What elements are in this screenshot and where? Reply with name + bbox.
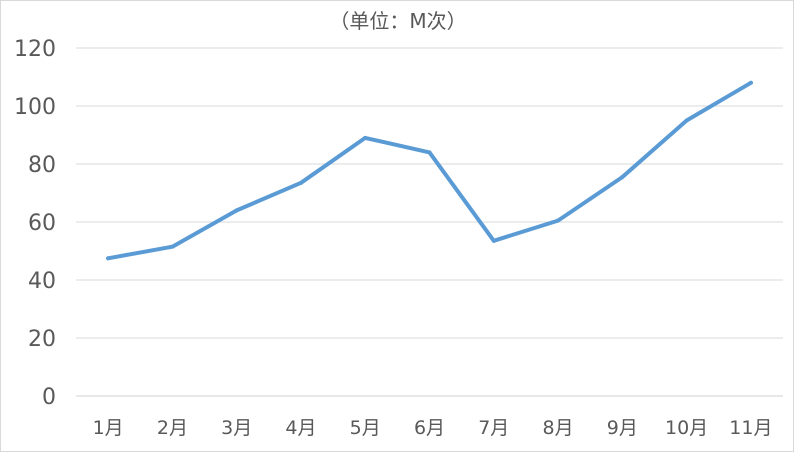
y-tick-label: 40 <box>28 269 56 294</box>
data-point <box>106 256 111 261</box>
chart-title: （单位：M次） <box>329 9 466 33</box>
y-tick-label: 20 <box>28 327 56 352</box>
data-point <box>620 175 625 180</box>
x-axis-ticks: 1月 2月 3月 4月 5月 6月 7月 8月 9月 10月 11月 <box>93 417 773 439</box>
series-line <box>106 80 753 261</box>
data-point <box>491 238 496 243</box>
gridlines <box>76 47 783 397</box>
x-tick-label: 1月 <box>93 417 124 439</box>
data-point <box>298 180 303 185</box>
x-tick-label: 3月 <box>221 417 252 439</box>
y-tick-label: 60 <box>28 211 56 236</box>
data-point <box>363 135 368 140</box>
y-tick-label: 80 <box>28 153 56 178</box>
x-tick-label: 6月 <box>414 417 445 439</box>
y-axis-ticks: 0 20 40 60 80 100 120 <box>14 37 56 410</box>
x-tick-label: 2月 <box>157 417 188 439</box>
data-point <box>748 80 753 85</box>
x-tick-label: 9月 <box>607 417 638 439</box>
y-tick-label: 100 <box>14 95 56 120</box>
x-tick-label: 11月 <box>729 417 772 439</box>
data-point <box>556 218 561 223</box>
x-tick-label: 5月 <box>350 417 381 439</box>
y-tick-label: 120 <box>14 37 56 62</box>
data-point <box>234 208 239 213</box>
data-point <box>684 118 689 123</box>
x-tick-label: 7月 <box>478 417 509 439</box>
x-tick-label: 10月 <box>665 417 708 439</box>
y-tick-label: 0 <box>42 385 56 410</box>
series-layer <box>106 80 753 261</box>
x-tick-label: 4月 <box>285 417 316 439</box>
data-point <box>170 244 175 249</box>
x-tick-label: 8月 <box>542 417 573 439</box>
data-point <box>427 150 432 155</box>
